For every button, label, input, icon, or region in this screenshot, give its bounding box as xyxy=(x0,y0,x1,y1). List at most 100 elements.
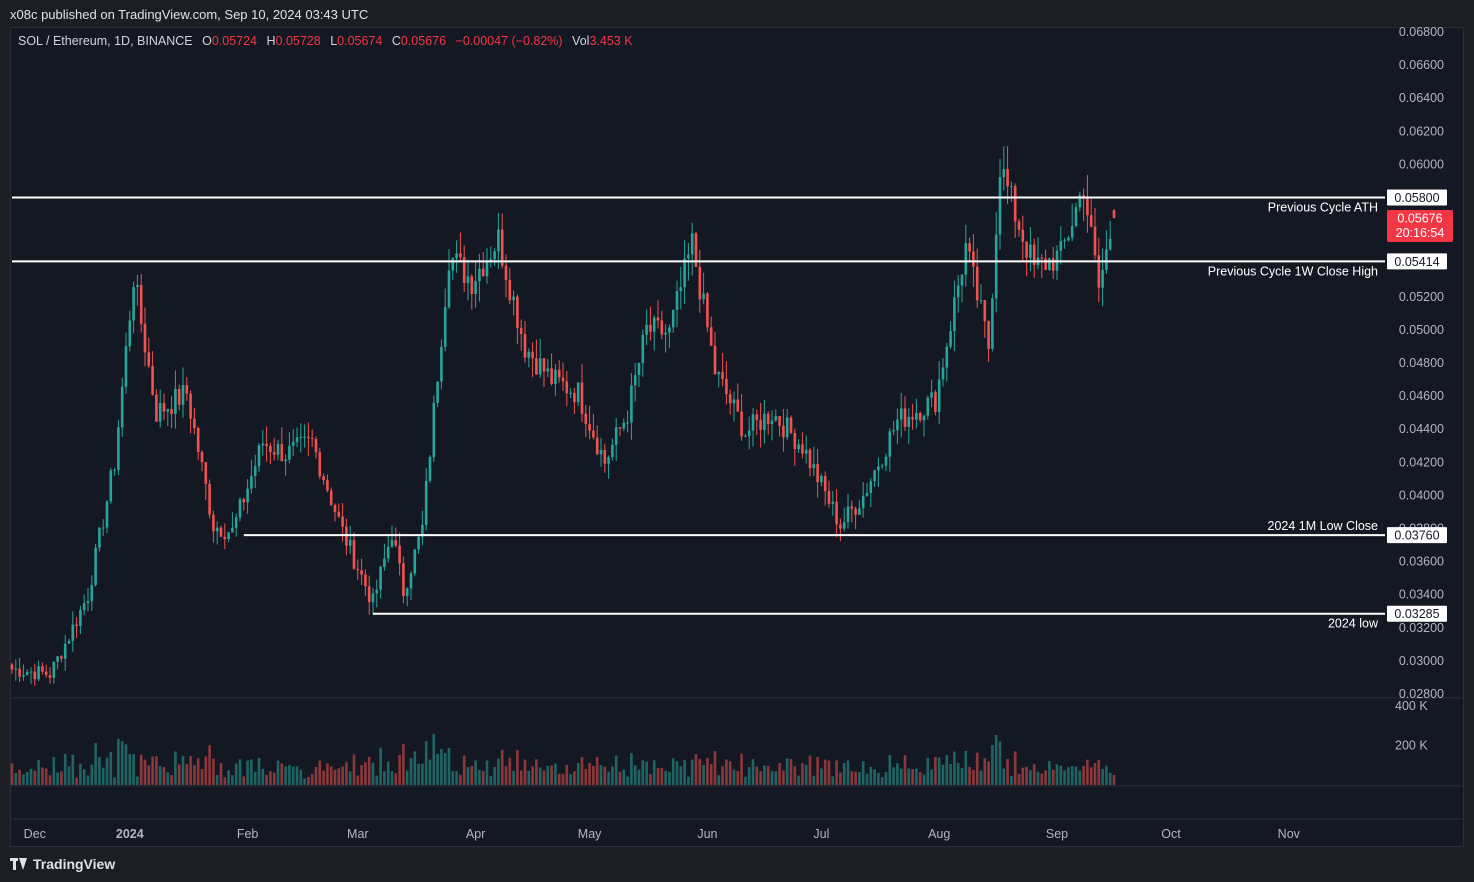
volume-bar xyxy=(124,744,128,785)
volume-bar xyxy=(884,771,888,785)
volume-bar xyxy=(504,766,508,785)
y-tick-label: 0.03400 xyxy=(1399,588,1444,602)
volume-bar xyxy=(934,757,937,785)
candle-body xyxy=(1002,169,1006,178)
volume-bar xyxy=(432,733,436,785)
volume-bar xyxy=(94,743,97,785)
candle-body xyxy=(656,317,660,321)
volume-bar xyxy=(888,754,892,785)
tradingview-logo[interactable]: TradingView xyxy=(10,856,115,872)
level-note: Previous Cycle ATH xyxy=(1268,201,1378,215)
candle-body xyxy=(489,259,493,262)
volume-bar xyxy=(675,761,679,785)
volume-bar xyxy=(1032,764,1036,785)
candle-body xyxy=(402,563,405,597)
y-tick-label: 0.06600 xyxy=(1399,58,1444,72)
candle-body xyxy=(991,298,994,349)
volume-bar xyxy=(728,761,732,785)
candle-body xyxy=(113,469,116,471)
candle-body xyxy=(550,368,553,384)
candle-body xyxy=(603,449,607,464)
volume-bar xyxy=(470,765,474,785)
volume-bar xyxy=(1044,770,1047,785)
volume-value: 3.453 K xyxy=(589,34,633,48)
candle-body xyxy=(52,661,56,678)
candle-body xyxy=(82,603,86,611)
volume-bar xyxy=(48,775,52,785)
candle-body xyxy=(896,419,899,431)
candle-body xyxy=(949,331,952,347)
volume-bar xyxy=(288,765,291,785)
volume-bar xyxy=(29,768,33,785)
volume-bar xyxy=(22,774,25,785)
volume-bar xyxy=(766,765,770,785)
candle-body xyxy=(455,253,458,259)
candle-body xyxy=(1017,221,1021,230)
volume-bar xyxy=(907,768,911,785)
volume-bar xyxy=(1089,767,1093,785)
volume-bar xyxy=(497,758,500,785)
y-tick-label: 0.03200 xyxy=(1399,621,1444,635)
volume-bar xyxy=(987,761,990,785)
volume-bar xyxy=(1017,773,1021,785)
candle-body xyxy=(884,456,888,466)
volume-bar xyxy=(892,767,895,785)
candle-body xyxy=(1048,258,1051,270)
volume-bar xyxy=(964,750,968,785)
candle-body xyxy=(405,588,409,597)
volume-bar xyxy=(223,777,227,785)
candle-body xyxy=(162,403,166,412)
volume-bar xyxy=(493,767,496,785)
candle-body xyxy=(1086,198,1089,216)
candle-body xyxy=(1044,258,1047,270)
candle-body xyxy=(839,524,842,529)
volume-bar xyxy=(546,765,550,785)
candle-body xyxy=(462,257,466,283)
candle-body xyxy=(785,417,789,438)
candle-body xyxy=(1093,226,1097,256)
volume-bar xyxy=(489,776,493,785)
volume-bar xyxy=(386,761,390,785)
volume-bar xyxy=(789,759,793,785)
candle-body xyxy=(778,416,781,426)
candle-body xyxy=(527,351,531,358)
volume-bar xyxy=(770,771,774,785)
volume-bar xyxy=(405,770,409,785)
volume-bar xyxy=(930,769,933,785)
candle-body xyxy=(903,408,907,427)
level-badge-label: 0.03285 xyxy=(1394,607,1439,621)
candle-body xyxy=(18,668,21,677)
volume-bar xyxy=(440,749,443,785)
chart-frame[interactable] xyxy=(10,27,1464,847)
candle-body xyxy=(246,488,249,503)
candle-body xyxy=(174,388,177,414)
level-badge xyxy=(1387,189,1447,206)
volume-bar xyxy=(238,759,242,785)
candle-body xyxy=(63,643,67,659)
volume-bar xyxy=(196,758,200,785)
volume-bar xyxy=(367,756,371,785)
volume-bar xyxy=(158,766,162,785)
volume-bar xyxy=(257,758,261,785)
candle-body xyxy=(660,320,664,335)
candle-body xyxy=(972,251,975,267)
volume-bar xyxy=(41,767,44,785)
volume-bar xyxy=(481,770,485,785)
volume-bar xyxy=(284,766,287,785)
volume-bar xyxy=(394,773,398,785)
x-tick-label: Jul xyxy=(813,827,829,841)
volume-bar xyxy=(823,759,827,785)
volume-bar xyxy=(702,764,705,785)
candle-body xyxy=(573,392,576,403)
candle-body xyxy=(189,393,192,419)
volume-bar xyxy=(649,774,652,785)
candle-body xyxy=(348,539,352,546)
volume-bar xyxy=(348,771,352,785)
volume-bar xyxy=(573,771,576,785)
candle-body xyxy=(960,274,964,286)
candle-body xyxy=(675,291,679,310)
candle-body xyxy=(371,593,375,603)
candle-body xyxy=(481,268,485,277)
candle-body xyxy=(789,417,793,433)
